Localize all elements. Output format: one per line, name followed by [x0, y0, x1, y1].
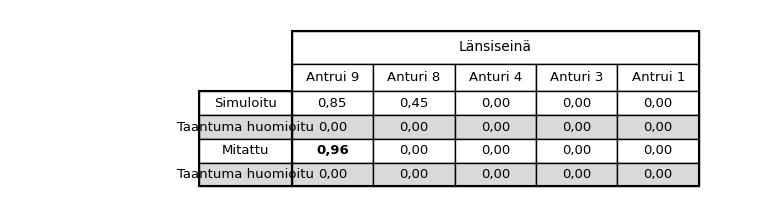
- Bar: [199, 91, 292, 186]
- Bar: [373, 163, 455, 186]
- Text: 0,00: 0,00: [480, 168, 510, 181]
- Text: 0,00: 0,00: [644, 121, 673, 134]
- Bar: [536, 91, 618, 115]
- Text: Antrui 9: Antrui 9: [306, 71, 359, 84]
- Bar: [455, 91, 536, 115]
- Text: 0,00: 0,00: [399, 168, 428, 181]
- Bar: [373, 91, 455, 115]
- Text: 0,96: 0,96: [316, 144, 349, 157]
- Text: Taantuma huomioitu: Taantuma huomioitu: [177, 168, 314, 181]
- Bar: [536, 139, 618, 163]
- Bar: [292, 115, 373, 139]
- Text: Anturi 3: Anturi 3: [550, 71, 604, 84]
- Text: Länsiseinä: Länsiseinä: [459, 40, 532, 54]
- Bar: [292, 31, 699, 186]
- Bar: [292, 91, 373, 115]
- Bar: [536, 64, 618, 91]
- Text: 0,00: 0,00: [562, 144, 591, 157]
- Text: 0,85: 0,85: [317, 97, 347, 110]
- Text: 0,00: 0,00: [399, 144, 428, 157]
- Text: Anturi 8: Anturi 8: [387, 71, 441, 84]
- Text: 0,00: 0,00: [562, 168, 591, 181]
- Text: Antrui 1: Antrui 1: [632, 71, 685, 84]
- Bar: [373, 139, 455, 163]
- Bar: [373, 64, 455, 91]
- Bar: [618, 115, 699, 139]
- Bar: [199, 64, 292, 91]
- Text: 0,45: 0,45: [399, 97, 428, 110]
- Text: 0,00: 0,00: [644, 97, 673, 110]
- Text: 0,00: 0,00: [480, 121, 510, 134]
- Bar: [618, 163, 699, 186]
- Text: 0,00: 0,00: [480, 144, 510, 157]
- Bar: [373, 115, 455, 139]
- Text: 0,00: 0,00: [644, 144, 673, 157]
- Bar: [292, 163, 373, 186]
- Text: 0,00: 0,00: [644, 168, 673, 181]
- Text: 0,00: 0,00: [317, 168, 347, 181]
- Bar: [199, 31, 292, 64]
- Text: 0,00: 0,00: [399, 121, 428, 134]
- Bar: [536, 163, 618, 186]
- Text: Mitattu: Mitattu: [222, 144, 269, 157]
- Bar: [455, 139, 536, 163]
- Bar: [618, 139, 699, 163]
- Text: Simuloitu: Simuloitu: [214, 97, 277, 110]
- Bar: [199, 163, 292, 186]
- Text: Taantuma huomioitu: Taantuma huomioitu: [177, 121, 314, 134]
- Bar: [199, 115, 292, 139]
- Bar: [455, 115, 536, 139]
- Bar: [455, 163, 536, 186]
- Bar: [292, 64, 373, 91]
- Bar: [199, 139, 292, 163]
- Text: 0,00: 0,00: [480, 97, 510, 110]
- Bar: [292, 139, 373, 163]
- Bar: [292, 31, 699, 64]
- Bar: [618, 64, 699, 91]
- Bar: [455, 64, 536, 91]
- Text: 0,00: 0,00: [317, 121, 347, 134]
- Bar: [199, 91, 292, 115]
- Bar: [536, 115, 618, 139]
- Bar: [618, 91, 699, 115]
- Text: 0,00: 0,00: [562, 97, 591, 110]
- Text: 0,00: 0,00: [562, 121, 591, 134]
- Text: Anturi 4: Anturi 4: [469, 71, 522, 84]
